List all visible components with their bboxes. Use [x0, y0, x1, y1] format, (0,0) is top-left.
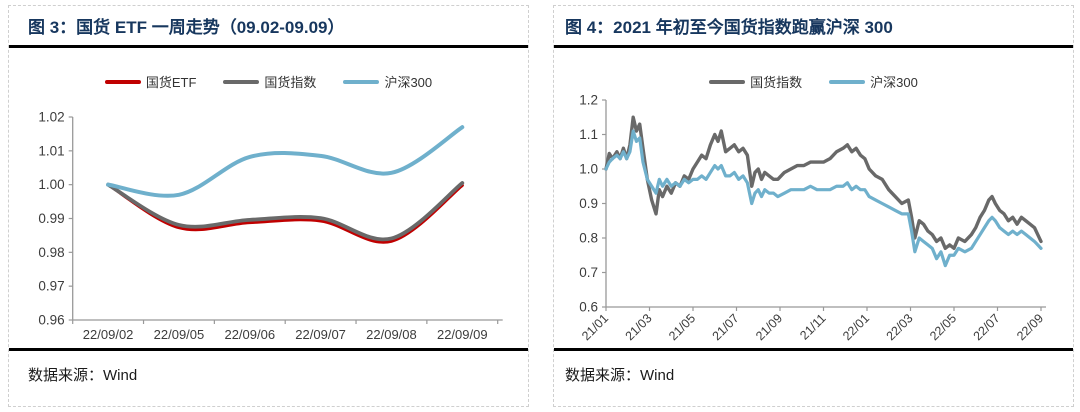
figure3-chart-area: 国货ETF 国货指数 沪深300 0.96 0.97 0.98 0.99 1.00 1.01 1…: [9, 48, 528, 348]
y-tick-label: 0.6: [579, 300, 598, 315]
x-tick-label: 21/11: [797, 311, 828, 342]
x-tick-label: 22/09/06: [224, 327, 275, 342]
x-tick-label: 22/09: [1014, 311, 1046, 343]
legend-label: 国货指数: [750, 75, 803, 90]
figure4-title: 图 4：2021 年初至今国货指数跑赢沪深 300: [554, 6, 1073, 48]
figure3-legend: 国货ETF 国货指数 沪深300: [9, 72, 528, 91]
x-tick-label: 21/05: [666, 311, 698, 343]
y-tick-label: 1.2: [579, 93, 598, 108]
series-line-沪深300: [106, 125, 465, 198]
x-tick-label: 21/03: [623, 311, 655, 343]
legend-item-国货指数: 国货指数: [709, 72, 802, 91]
x-tick-label: 22/03: [884, 311, 916, 343]
axis-lines: [605, 100, 1046, 308]
y-tick-label: 0.8: [579, 231, 598, 246]
x-tick-label: 22/09/02: [83, 327, 134, 342]
y-tick-label: 1.0: [579, 162, 598, 177]
y-tick-label: 0.99: [38, 211, 64, 226]
x-tick-label: 21/07: [710, 311, 742, 343]
figure3-source: 数据来源：Wind: [9, 348, 528, 405]
y-tick-label: 1.00: [38, 177, 64, 192]
legend-label: 沪深300: [384, 75, 433, 90]
x-tick-label: 21/01: [579, 311, 611, 343]
figure4-line-chart: 0.6 0.7 0.8 0.9 1.0 1.1 1.2 21/01 21/03 21/05 21/0…: [579, 93, 1046, 344]
legend-swatch: [709, 79, 746, 84]
legend-item-国货指数: 国货指数: [223, 72, 316, 91]
y-tick-label: 0.96: [38, 313, 64, 328]
x-tick-label: 22/09/08: [366, 327, 417, 342]
y-tick-label: 1.02: [38, 110, 64, 125]
figure4-legend: 国货指数 沪深300: [554, 72, 1073, 91]
y-tick-label: 0.98: [38, 245, 64, 260]
legend-item-国货ETF: 国货ETF: [104, 72, 197, 91]
figure3-panel: 图 3：国货 ETF 一周走势（09.02-09.09） 国货ETF 国货指数 沪深…: [8, 5, 529, 407]
x-tick-label: 22/09/09: [437, 327, 488, 342]
legend-swatch: [104, 79, 141, 84]
legend-label: 沪深300: [870, 75, 918, 90]
x-tick-label: 22/05: [927, 311, 959, 343]
y-tick-label: 0.7: [579, 265, 598, 280]
y-tick-label: 0.97: [38, 279, 64, 294]
legend-label: 国货指数: [264, 75, 317, 90]
legend-label: 国货ETF: [145, 75, 197, 90]
series-line-沪深300: [604, 129, 1043, 268]
y-tick-label: 1.01: [38, 143, 64, 158]
figure3-line-chart: 0.96 0.97 0.98 0.99 1.00 1.01 1.02 22/09/02 22/0…: [38, 110, 503, 342]
figure3-title: 图 3：国货 ETF 一周走势（09.02-09.09）: [9, 6, 528, 48]
legend-item-沪深300: 沪深300: [829, 72, 918, 91]
x-tick-label: 21/09: [753, 311, 785, 343]
series-line-国货指数: [106, 181, 465, 242]
figure4-panel: 图 4：2021 年初至今国货指数跑赢沪深 300 国货指数 沪深300 0.6 0…: [553, 5, 1074, 407]
figure4-source: 数据来源：Wind: [554, 348, 1073, 405]
x-tick-label: 22/09/07: [295, 327, 346, 342]
series-line-国货ETF: [106, 183, 464, 244]
y-tick-label: 1.1: [579, 127, 598, 142]
x-tick-label: 22/09/05: [154, 327, 205, 342]
figure4-chart-area: 国货指数 沪深300 0.6 0.7 0.8 0.9 1.0 1.1 1.2 21/01 21/0…: [554, 48, 1073, 348]
legend-swatch: [223, 79, 260, 84]
legend-item-沪深300: 沪深300: [343, 72, 432, 91]
x-tick-label: 22/01: [840, 311, 872, 343]
legend-swatch: [829, 79, 866, 84]
y-tick-label: 0.9: [579, 196, 598, 211]
series-line-国货指数: [604, 115, 1043, 251]
x-tick-label: 22/07: [971, 311, 1003, 343]
legend-swatch: [343, 79, 380, 84]
